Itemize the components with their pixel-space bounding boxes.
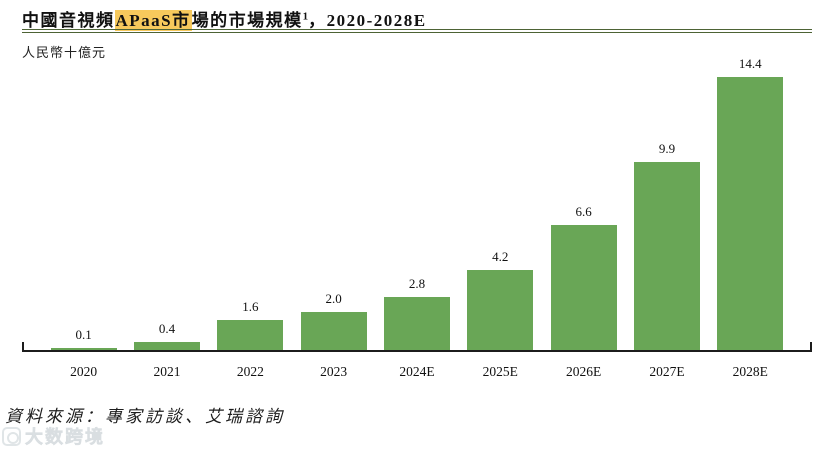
title-footnote-marker: 1 (302, 10, 309, 23)
bar (633, 162, 700, 350)
bar-value-label: 0.1 (75, 327, 92, 343)
x-axis-label: 2024E (399, 364, 435, 379)
bar-group: 2.8 (375, 276, 458, 350)
bars-row: 0.1 0.4 1.6 2.0 2.8 4.2 6.6 9.9 14.4 (42, 56, 792, 350)
bar-group: 0.4 (125, 321, 208, 350)
bar (383, 296, 450, 350)
page-title: 中國音視頻APaaS市場的市場規模1，2020-2028E (22, 6, 427, 31)
x-axis-label: 2028E (732, 364, 768, 379)
bar (133, 342, 200, 350)
bar-group: 0.1 (42, 327, 125, 350)
axis-end-tick-right (810, 342, 812, 350)
x-axis-labels: 2020 2021 2022 2023 2024E 2025E 2026E 2027E 2028… (22, 364, 812, 380)
bar-group: 9.9 (625, 141, 708, 350)
x-axis-label: 2025E (482, 364, 518, 379)
bar-value-label: 0.4 (158, 321, 176, 337)
x-axis-label: 2026E (566, 364, 602, 379)
bar-value-label: 2.0 (325, 291, 342, 307)
x-axis-label: 2027E (649, 364, 685, 379)
bar-chart: 0.1 0.4 1.6 2.0 2.8 4.2 6.6 9.9 14.4 (22, 56, 812, 352)
bar (717, 77, 784, 350)
bar-value-label: 6.6 (575, 203, 592, 219)
bar-group: 1.6 (209, 299, 292, 350)
title-divider-rule (22, 29, 812, 33)
unit-label: 人民幣十億元 (22, 45, 107, 60)
title-tail: ，2020-2028E (308, 11, 427, 30)
bar-group: 6.6 (542, 204, 625, 350)
bar-group: 2.0 (292, 291, 375, 350)
x-axis-label: 2021 (153, 364, 181, 379)
bar (300, 312, 367, 350)
x-axis-label: 2023 (320, 364, 348, 379)
bar-value-label: 2.8 (408, 275, 426, 291)
title-suffix: 場的市場規模 (191, 11, 303, 30)
bar-value-label: 9.9 (658, 141, 676, 157)
bar-value-label: 4.2 (492, 249, 509, 265)
source-note: 資料來源：專家訪談、艾瑞諮詢 (5, 407, 285, 426)
bar-group: 14.4 (709, 56, 792, 350)
x-axis-label: 2020 (70, 364, 98, 379)
bar (550, 224, 617, 350)
bar (50, 348, 117, 350)
title-prefix: 中國音視頻 (22, 11, 115, 30)
bar (467, 270, 534, 350)
bar-group: 4.2 (459, 249, 542, 350)
x-axis-label: 2022 (236, 364, 264, 379)
bar-value-label: 14.4 (738, 56, 762, 71)
title-highlight: APaaS市 (114, 10, 192, 31)
bar (217, 319, 284, 350)
axis-end-tick-left (22, 342, 24, 350)
bar-value-label: 1.6 (242, 298, 259, 314)
watermark-logo-icon (2, 426, 21, 446)
